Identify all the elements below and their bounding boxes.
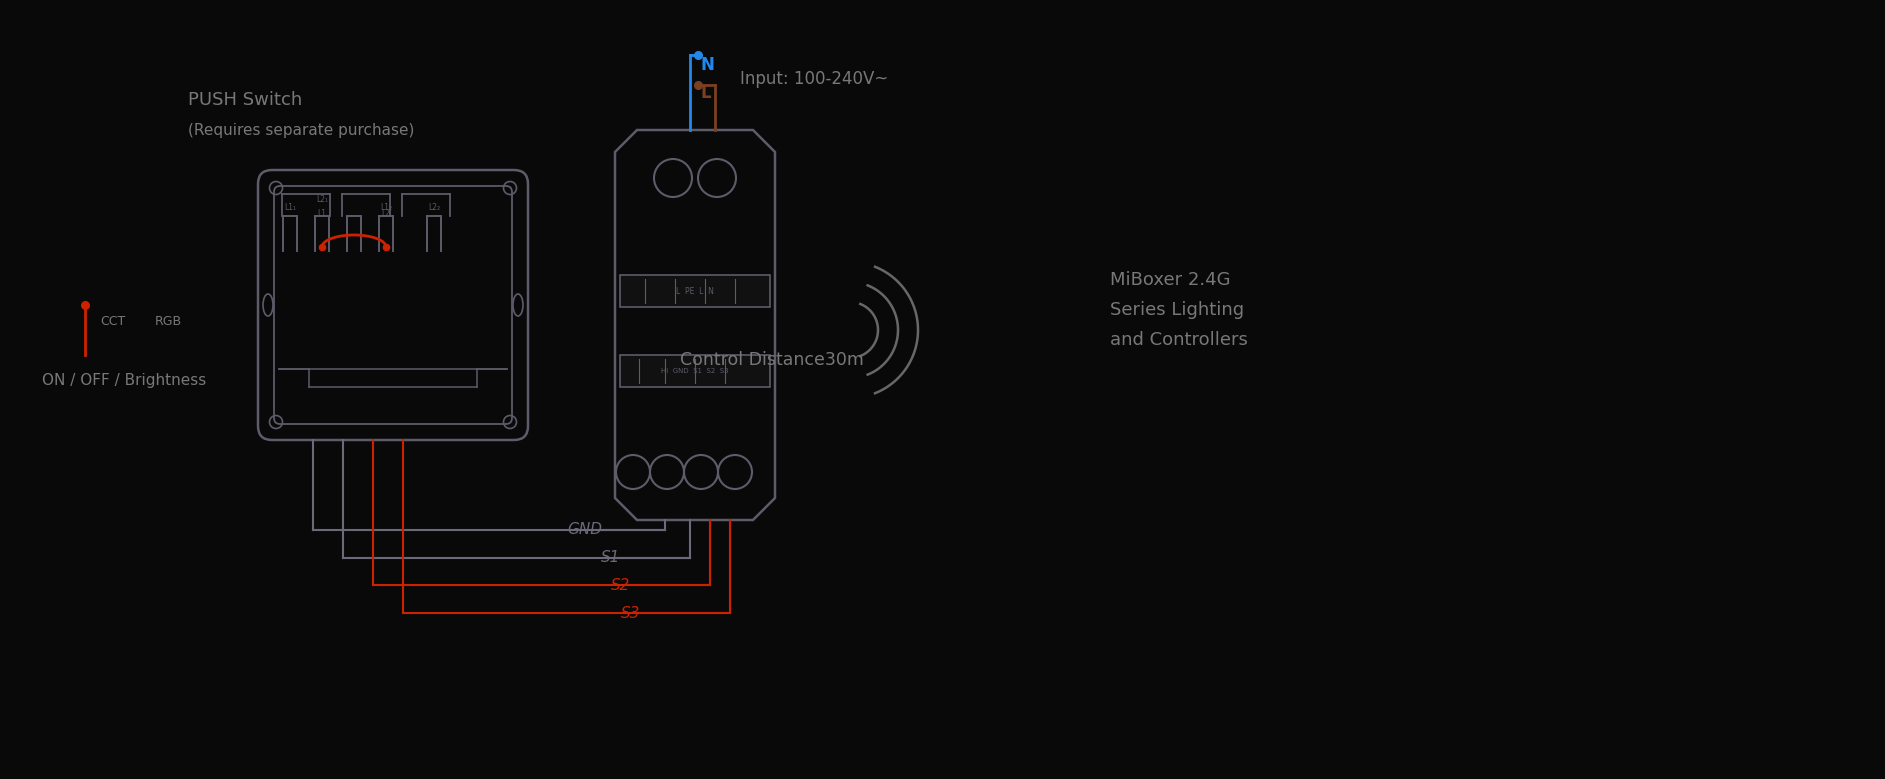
- Text: S3: S3: [620, 605, 641, 621]
- Text: (Requires separate purchase): (Requires separate purchase): [188, 122, 415, 138]
- Text: and Controllers: and Controllers: [1110, 331, 1248, 349]
- Text: L1₁: L1₁: [285, 203, 296, 212]
- Text: N: N: [699, 56, 714, 74]
- Text: MiBoxer 2.4G: MiBoxer 2.4G: [1110, 271, 1231, 289]
- Text: ON / OFF / Brightness: ON / OFF / Brightness: [41, 373, 205, 388]
- Bar: [620, 355, 769, 387]
- Text: GND: GND: [567, 523, 601, 538]
- Text: Control Distance30m: Control Distance30m: [680, 351, 863, 369]
- Text: L2₂: L2₂: [428, 203, 439, 212]
- Text: L1₂: L1₂: [381, 203, 392, 212]
- Text: L  PE  L  N: L PE L N: [677, 287, 714, 295]
- Text: PUSH Switch: PUSH Switch: [188, 91, 302, 109]
- Text: S1: S1: [601, 551, 620, 566]
- Text: Series Lighting: Series Lighting: [1110, 301, 1244, 319]
- Text: CCT: CCT: [100, 315, 124, 328]
- Text: S2: S2: [611, 577, 630, 593]
- Bar: [620, 275, 769, 307]
- Text: L: L: [699, 84, 711, 102]
- Text: L2: L2: [381, 209, 390, 218]
- Text: L1: L1: [317, 209, 326, 218]
- Text: RGB: RGB: [155, 315, 183, 328]
- Text: L2₁: L2₁: [317, 195, 328, 204]
- Text: Hi  GND  S1  S2  S3: Hi GND S1 S2 S3: [662, 368, 729, 374]
- Text: Input: 100-240V~: Input: 100-240V~: [741, 70, 888, 88]
